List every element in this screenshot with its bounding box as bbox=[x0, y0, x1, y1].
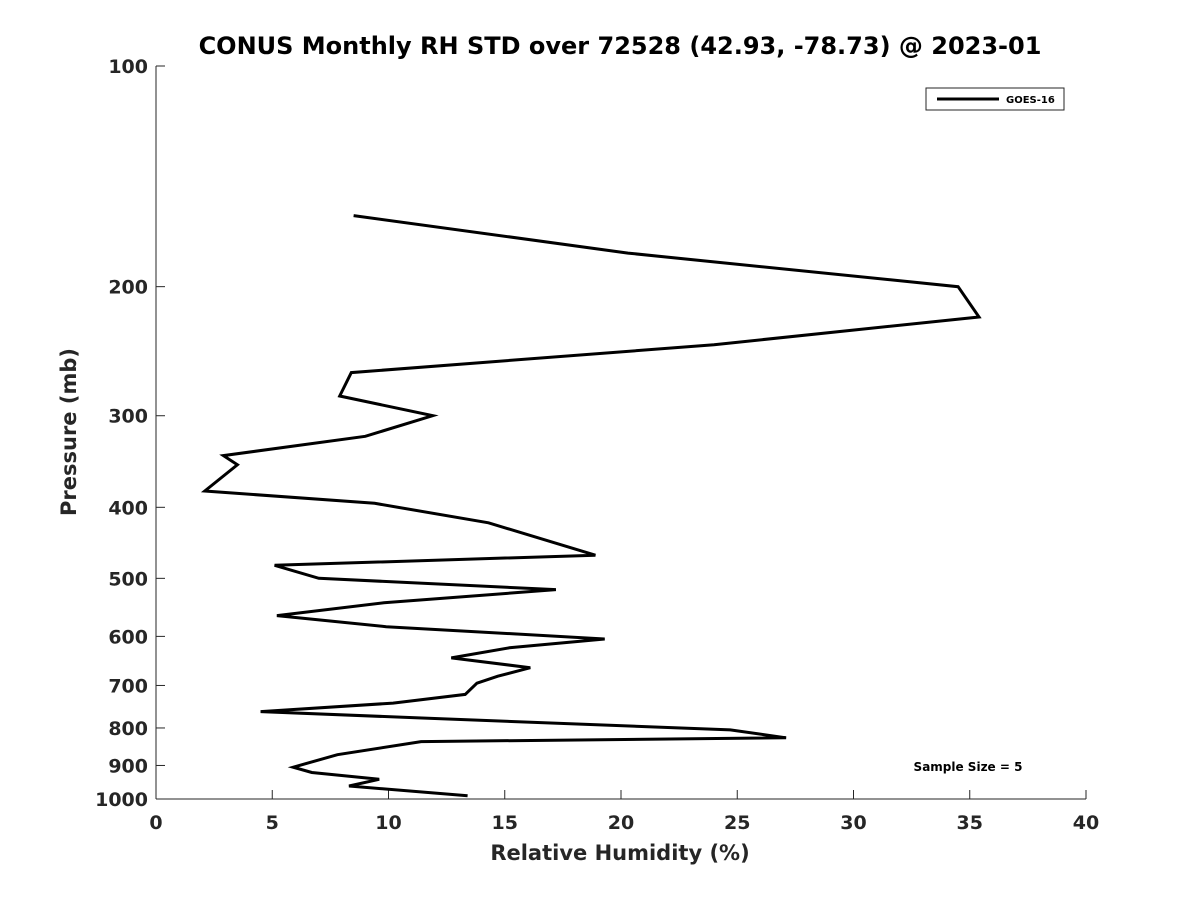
x-tick-label: 15 bbox=[492, 812, 518, 834]
y-tick-label: 1000 bbox=[95, 789, 148, 811]
series-group bbox=[200, 214, 982, 798]
x-axis-ticks: 0 5 10 15 20 25 30 35 40 bbox=[149, 790, 1099, 834]
y-tick-label: 900 bbox=[108, 755, 148, 777]
x-tick-label: 25 bbox=[724, 812, 750, 834]
x-tick-label: 40 bbox=[1073, 812, 1099, 834]
x-tick-label: 20 bbox=[608, 812, 634, 834]
y-tick-label: 800 bbox=[108, 718, 148, 740]
y-tick-label: 100 bbox=[108, 56, 148, 78]
series-line-goes-16 bbox=[200, 214, 982, 798]
x-tick-label: 0 bbox=[149, 812, 162, 834]
x-tick-label: 10 bbox=[375, 812, 401, 834]
y-tick-label: 300 bbox=[108, 406, 148, 428]
y-axis-label: Pressure (mb) bbox=[57, 348, 81, 516]
legend-label-goes-16: GOES-16 bbox=[1006, 95, 1055, 106]
sample-size-annotation: Sample Size = 5 bbox=[914, 760, 1023, 774]
x-axis-label: Relative Humidity (%) bbox=[490, 841, 749, 865]
x-tick-label: 5 bbox=[266, 812, 279, 834]
x-tick-label: 35 bbox=[957, 812, 983, 834]
legend: GOES-16 bbox=[925, 87, 1065, 111]
x-tick-label: 30 bbox=[840, 812, 866, 834]
y-tick-label: 400 bbox=[108, 497, 148, 519]
y-tick-label: 200 bbox=[108, 277, 148, 299]
y-tick-label: 500 bbox=[108, 568, 148, 590]
chart-title: CONUS Monthly RH STD over 72528 (42.93, … bbox=[199, 32, 1042, 60]
y-tick-label: 700 bbox=[108, 675, 148, 697]
y-tick-label: 600 bbox=[108, 626, 148, 648]
y-axis-ticks: 100 200 300 400 500 600 700 800 900 1000 bbox=[95, 56, 165, 811]
